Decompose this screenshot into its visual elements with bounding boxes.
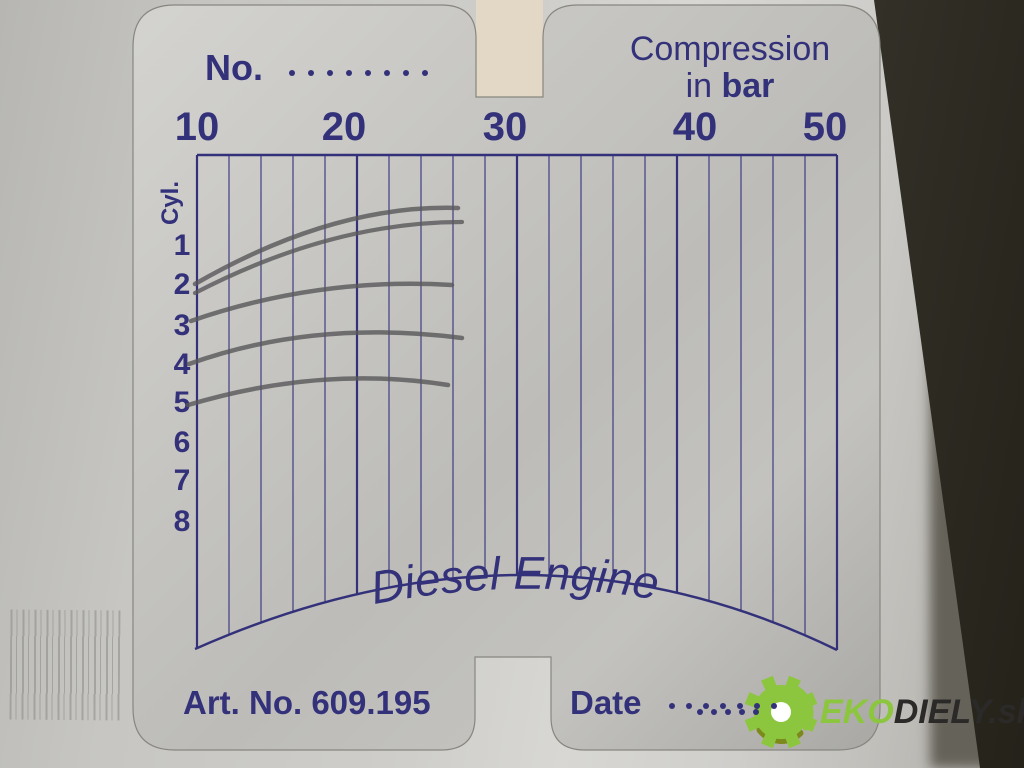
svg-text:10: 10 bbox=[175, 105, 220, 149]
svg-text:6: 6 bbox=[174, 426, 191, 459]
svg-text:1: 1 bbox=[174, 229, 191, 262]
svg-text:2: 2 bbox=[174, 268, 191, 301]
svg-text:No.: No. bbox=[205, 47, 263, 88]
svg-text:50: 50 bbox=[803, 105, 848, 149]
svg-text:30: 30 bbox=[483, 105, 528, 149]
svg-text:3: 3 bbox=[174, 309, 191, 342]
svg-text:in bar: in bar bbox=[686, 67, 775, 105]
svg-text:7: 7 bbox=[174, 464, 191, 497]
svg-text:Art. No. 609.195: Art. No. 609.195 bbox=[183, 684, 431, 721]
svg-text:EKODIELY.sk: EKODIELY.sk bbox=[820, 693, 1024, 731]
svg-text:8: 8 bbox=[174, 505, 191, 538]
svg-text:Cyl.: Cyl. bbox=[157, 181, 184, 225]
svg-text:5: 5 bbox=[174, 386, 191, 419]
svg-text:Compression: Compression bbox=[630, 30, 830, 68]
svg-text:20: 20 bbox=[322, 105, 367, 149]
svg-text:Date: Date bbox=[570, 684, 642, 721]
svg-text:40: 40 bbox=[673, 105, 718, 149]
